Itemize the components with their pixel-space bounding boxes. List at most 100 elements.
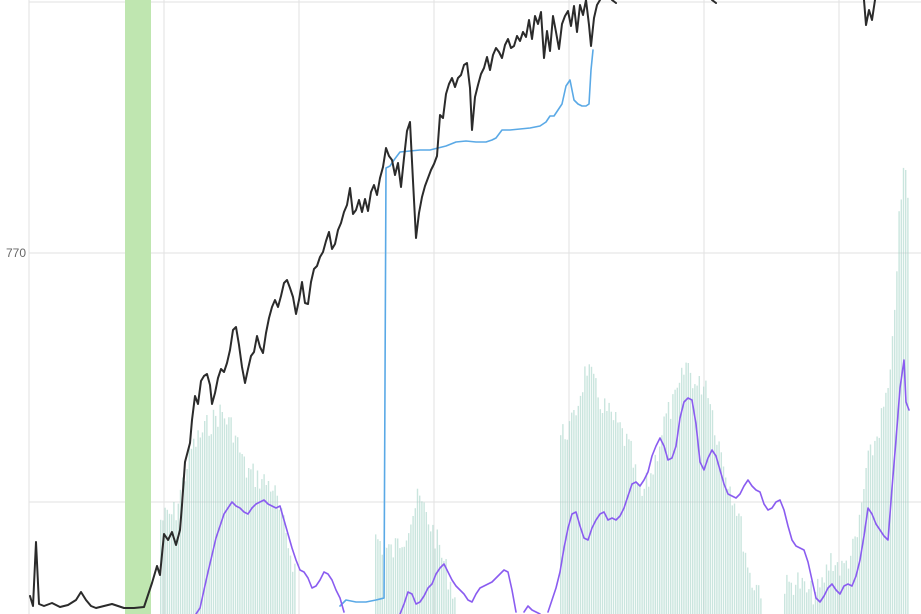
volume-bar [856, 537, 858, 614]
volume-bar [832, 571, 834, 614]
volume-bar [199, 437, 201, 614]
volume-bar [867, 450, 869, 614]
volume-bar [438, 544, 441, 614]
volume-bar [201, 432, 204, 614]
volume-bar [683, 374, 685, 614]
series-lines [29, 0, 910, 614]
volume-bar [819, 587, 821, 614]
volume-bar [612, 420, 615, 614]
volume-bar [648, 486, 650, 614]
volume-bar [678, 382, 681, 614]
volume-bar [447, 589, 449, 614]
volume-bar [799, 588, 801, 614]
volume-bar [656, 461, 659, 614]
volume-bar [896, 271, 898, 614]
highlight-band-rect [125, 0, 151, 614]
volume-bar [814, 592, 817, 614]
volume-bar [230, 417, 232, 614]
volume-bar [637, 483, 639, 614]
volume-bar [206, 415, 208, 614]
volume-bar [696, 385, 698, 614]
highlight-band [125, 0, 151, 614]
volume-bar [184, 481, 186, 614]
volume-bar [292, 571, 294, 614]
volume-bar [900, 199, 902, 614]
volume-bar [641, 495, 643, 614]
volume-bar [434, 548, 436, 614]
volume-bar [722, 466, 725, 614]
volume-bar [725, 477, 727, 614]
volume-bar [687, 363, 689, 614]
volume-bar [667, 402, 670, 614]
volume-bar [792, 594, 795, 614]
step-series-line [339, 49, 594, 607]
volume-bar [454, 597, 456, 614]
volume-bar [175, 520, 177, 614]
volume-bar [166, 509, 168, 614]
volume-bar [692, 388, 694, 614]
volume-bar [228, 417, 230, 614]
volume-bar [630, 440, 632, 614]
volume-bar [608, 402, 610, 614]
volume-bar [171, 514, 173, 614]
volume-bar [564, 439, 566, 614]
volume-bar [663, 416, 665, 614]
volume-bar [173, 502, 175, 614]
volume-bar [747, 567, 749, 614]
volume-bar [812, 604, 814, 614]
volume-bar [401, 547, 403, 614]
volume-bar [847, 568, 850, 614]
volume-bar [212, 409, 215, 614]
volume-bar [217, 426, 219, 614]
volume-bar [707, 398, 709, 614]
volume-bar [674, 389, 676, 614]
volume-bar [720, 452, 722, 614]
volume-bar [586, 375, 588, 614]
volume-bar [830, 553, 832, 614]
volume-bar [272, 490, 274, 614]
volume-bar [573, 410, 575, 614]
volume-bar [610, 411, 612, 614]
volume-bar [265, 485, 267, 614]
volume-bar [665, 413, 667, 614]
volume-bar [403, 546, 405, 614]
volume-bar [223, 418, 226, 614]
volume-bar [427, 524, 430, 614]
indicator-series-line [399, 563, 517, 614]
volume-bar [863, 489, 865, 614]
volume-bar [421, 501, 423, 614]
volume-bar [615, 412, 617, 614]
volume-bar [795, 584, 797, 614]
volume-bar [883, 406, 885, 614]
volume-bar [599, 409, 601, 614]
volume-bar [237, 437, 239, 614]
volume-bar [670, 418, 672, 614]
volume-bar [703, 386, 705, 614]
volume-bar [887, 388, 889, 614]
volume-bar [388, 544, 390, 614]
volume-bar [221, 412, 223, 614]
volume-bar [836, 562, 839, 614]
volume-bar [889, 369, 891, 614]
volume-bar [676, 387, 678, 614]
volume-bar [760, 598, 762, 614]
volume-bar [405, 540, 408, 614]
volume-bar [852, 538, 854, 614]
volume-bar [639, 486, 641, 614]
volume-bar [801, 577, 803, 614]
volume-bar [379, 541, 381, 614]
axis-labels: 770 [6, 246, 26, 260]
volume-bar [874, 440, 876, 614]
volume-bar [281, 508, 283, 614]
volume-bar [182, 477, 184, 614]
volume-bar [709, 404, 711, 614]
volume-bar [432, 524, 434, 614]
volume-bar [597, 397, 599, 614]
volume-bar [239, 452, 241, 614]
volume-bar [210, 434, 212, 614]
volume-bar [375, 534, 377, 614]
volume-bar [412, 516, 414, 614]
volume-bar [566, 439, 568, 614]
price-series-line [29, 0, 601, 609]
volume-bar [700, 394, 703, 614]
